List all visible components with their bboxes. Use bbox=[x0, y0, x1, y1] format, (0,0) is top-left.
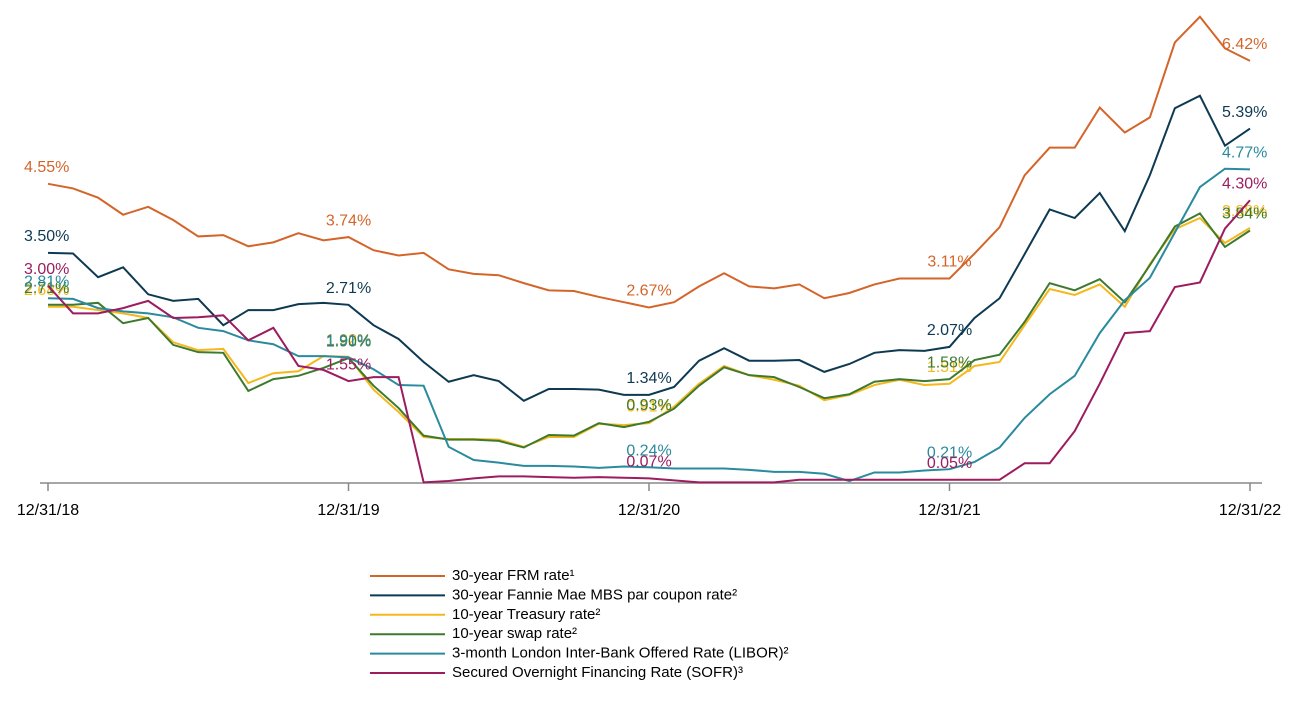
legend-label: 10-year swap rate² bbox=[452, 625, 577, 642]
legend-label: 10-year Treasury rate² bbox=[452, 606, 600, 623]
data-label: 0.91% bbox=[626, 398, 671, 415]
data-label: 4.55% bbox=[24, 159, 69, 176]
data-label: 1.90% bbox=[326, 333, 371, 350]
data-label: 6.42% bbox=[1222, 36, 1267, 53]
series-line bbox=[47, 199, 1251, 484]
legend-label: 3-month London Inter-Bank Offered Rate (… bbox=[452, 645, 789, 662]
data-label: 2.71% bbox=[326, 280, 371, 297]
data-label: 3.50% bbox=[24, 228, 69, 245]
data-label: 3.11% bbox=[927, 254, 971, 271]
data-label: 1.34% bbox=[626, 370, 671, 387]
legend-label: 30-year Fannie Mae MBS par coupon rate² bbox=[452, 586, 737, 603]
data-label: 3.74% bbox=[326, 212, 371, 229]
data-label: 4.30% bbox=[1222, 175, 1267, 192]
series-line bbox=[48, 212, 1251, 449]
data-label: 1.91% bbox=[326, 333, 371, 350]
data-label: 0.21% bbox=[927, 444, 972, 461]
data-label: 0.07% bbox=[626, 454, 671, 471]
x-tick-label: 12/31/19 bbox=[317, 502, 379, 519]
data-label: 1.55% bbox=[326, 356, 371, 373]
data-label: 2.81% bbox=[24, 273, 69, 290]
data-label: 3.88% bbox=[1222, 203, 1267, 220]
x-tick-label: 12/31/22 bbox=[1219, 502, 1281, 519]
data-label: 2.67% bbox=[626, 283, 671, 300]
series-line bbox=[48, 216, 1251, 448]
series-line bbox=[47, 15, 1251, 309]
data-label: 0.93% bbox=[626, 397, 671, 414]
x-tick-label: 12/31/20 bbox=[618, 502, 680, 519]
data-label: 2.71% bbox=[24, 280, 69, 297]
data-label: 1.92% bbox=[326, 332, 371, 349]
x-tick-label: 12/31/21 bbox=[918, 502, 980, 519]
data-label: 4.77% bbox=[1222, 145, 1267, 162]
data-label: 5.39% bbox=[1222, 104, 1267, 121]
x-tick-label: 12/31/18 bbox=[17, 502, 79, 519]
data-label: 2.07% bbox=[927, 322, 972, 339]
data-label: 2.68% bbox=[24, 282, 69, 299]
legend-label: Secured Overnight Financing Rate (SOFR)³ bbox=[452, 664, 743, 681]
data-label: 0.24% bbox=[626, 442, 671, 459]
data-label: 0.05% bbox=[927, 455, 972, 472]
legend-label: 30-year FRM rate¹ bbox=[452, 567, 575, 584]
data-label: 3.00% bbox=[24, 261, 69, 278]
data-label: 3.84% bbox=[1222, 206, 1267, 223]
data-label: 1.58% bbox=[927, 354, 972, 371]
series-line bbox=[47, 94, 1251, 402]
